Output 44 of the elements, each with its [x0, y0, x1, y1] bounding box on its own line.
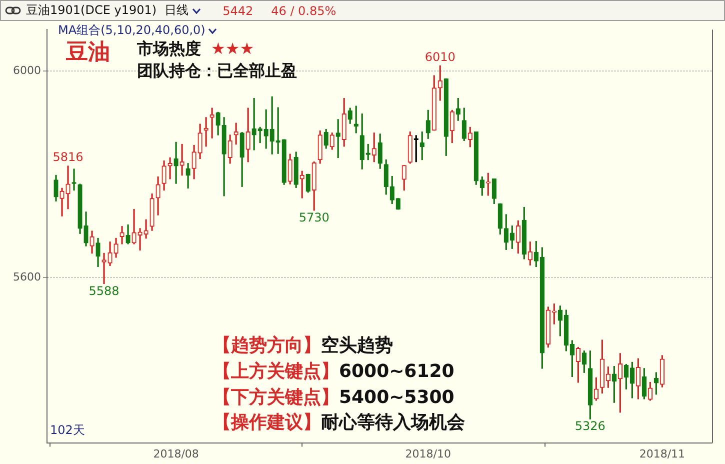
y-tick-label: 5600: [13, 270, 41, 284]
annotation: 6010: [424, 50, 456, 64]
annotation: 6000~6120: [339, 361, 454, 383]
annotation: 耐心等待入场机会: [321, 412, 465, 434]
x-tick-label: 2018/10: [405, 447, 451, 460]
candlestick: [72, 168, 76, 191]
text: 5442: [222, 4, 254, 18]
candlestick: [264, 109, 268, 149]
candlestick: [300, 170, 304, 198]
candlestick: [144, 219, 148, 239]
candlestick: [252, 98, 256, 150]
annotation: 市场热度: [137, 39, 201, 58]
chart-title: 豆油1901(DCE y1901): [26, 2, 157, 19]
text: 46 / 0.85%: [271, 4, 336, 18]
annotation: 团队持仓：已全部止盈: [137, 61, 297, 80]
candlestick: [138, 228, 142, 250]
candlestick: [102, 252, 106, 284]
x-tick-label: 2018/08: [153, 447, 199, 460]
annotation: 5816: [52, 150, 84, 164]
y-tick-label: 6000: [13, 64, 41, 77]
candlestick: [168, 157, 172, 180]
candlestick: [120, 226, 124, 244]
candlestick: [276, 107, 280, 154]
text: 日线: [164, 2, 189, 19]
candlestick: [180, 144, 184, 176]
annotation: 【下方关键点】: [213, 387, 339, 409]
annotation: MA组合(5,10,20,40,60,0): [58, 23, 206, 38]
candlestick: [174, 142, 178, 184]
annotation: 豆油: [66, 40, 110, 66]
x-tick-label: 2018/11: [639, 447, 686, 460]
candlestick: [234, 122, 238, 145]
annotation: 【上方关键点】: [213, 361, 339, 383]
annotation: 【趋势方向】: [213, 335, 321, 357]
annotation: 5400~5300: [339, 387, 454, 409]
annotation: 5588: [88, 284, 120, 298]
annotation: 5730: [298, 210, 330, 224]
annotation: 102天: [50, 423, 85, 438]
annotation: 5326: [574, 419, 606, 434]
annotation: 【操作建议】: [213, 412, 321, 434]
annotation: ★★★: [211, 39, 254, 58]
candlestick: [210, 108, 214, 138]
candlestick: [66, 166, 70, 210]
annotation: 空头趋势: [321, 335, 393, 357]
candlestick: [270, 96, 274, 154]
